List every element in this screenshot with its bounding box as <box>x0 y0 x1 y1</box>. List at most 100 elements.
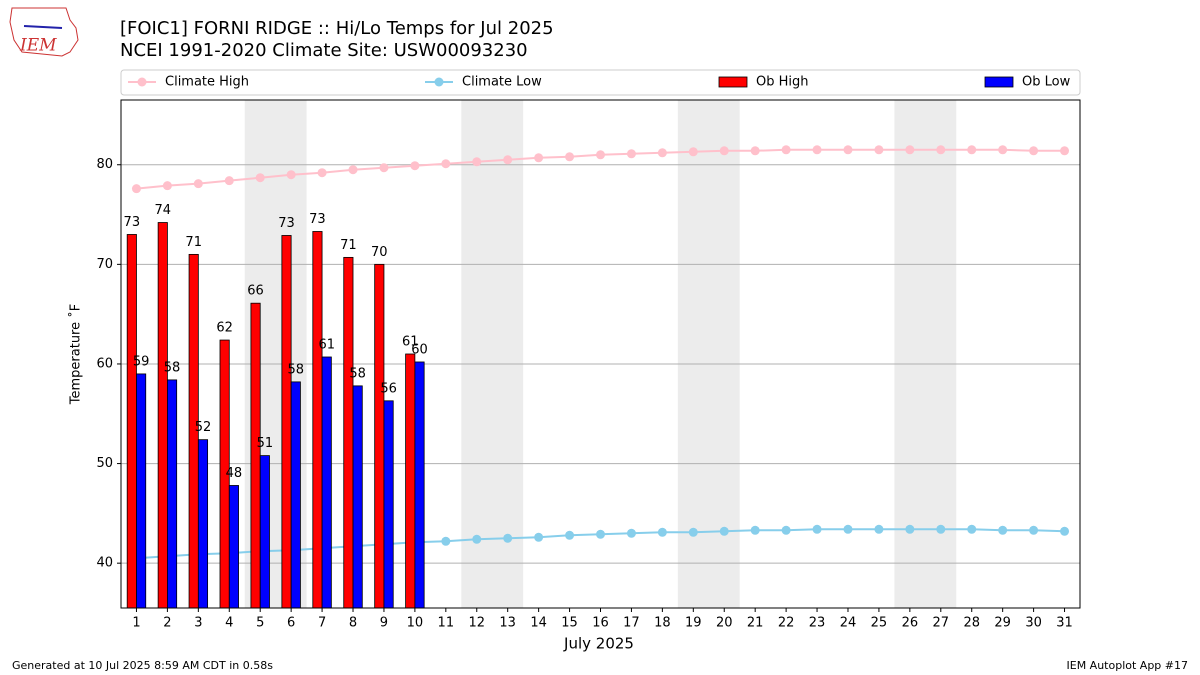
x-axis-label: July 2025 <box>563 635 634 653</box>
point <box>967 524 977 534</box>
data-label: 58 <box>349 366 366 381</box>
x-tick-label: 9 <box>380 616 388 631</box>
logo-outline <box>9 7 79 57</box>
point <box>534 153 544 163</box>
point <box>843 524 853 534</box>
data-label: 56 <box>380 381 397 396</box>
point <box>657 148 667 158</box>
bar <box>290 381 301 609</box>
point <box>688 147 698 157</box>
x-tick-label: 30 <box>1025 616 1042 631</box>
data-label: 71 <box>340 238 357 253</box>
point <box>441 159 451 169</box>
point <box>255 173 265 183</box>
point <box>162 181 172 191</box>
logo-line <box>23 25 63 29</box>
logo-text: IEM <box>19 36 57 56</box>
data-label: 60 <box>411 342 428 357</box>
x-tick-label: 5 <box>256 616 264 631</box>
x-tick-label: 10 <box>407 616 424 631</box>
x-tick-label: 21 <box>747 616 764 631</box>
point <box>565 152 575 162</box>
weekend-shade <box>461 100 524 608</box>
bar <box>157 222 168 609</box>
bar <box>167 379 178 609</box>
point <box>843 145 853 155</box>
x-tick-label: 1 <box>132 616 140 631</box>
bar <box>343 256 354 609</box>
point <box>905 145 915 155</box>
point <box>750 525 760 535</box>
point <box>348 165 358 175</box>
data-label: 61 <box>402 335 419 350</box>
x-tick-label: 17 <box>623 616 640 631</box>
bar <box>383 400 394 609</box>
bar <box>250 302 261 609</box>
point <box>688 527 698 537</box>
bar <box>136 373 147 609</box>
y-tick-label: 70 <box>96 257 113 272</box>
x-tick-label: 13 <box>499 616 516 631</box>
chart-subtitle: NCEI 1991-2020 Climate Site: USW00093230 <box>120 40 528 61</box>
point <box>224 176 234 186</box>
point <box>998 525 1008 535</box>
bar <box>352 385 363 609</box>
x-tick-label: 18 <box>654 616 671 631</box>
point <box>719 526 729 536</box>
x-tick-label: 26 <box>902 616 919 631</box>
point <box>596 529 605 539</box>
x-tick-label: 14 <box>530 616 547 631</box>
y-tick-label: 80 <box>96 157 113 172</box>
data-label: 58 <box>288 362 305 377</box>
y-tick-label: 50 <box>96 456 113 471</box>
data-label: 61 <box>318 337 335 352</box>
bar <box>228 485 239 609</box>
bar <box>281 235 292 609</box>
point <box>503 155 513 165</box>
x-tick-label: 3 <box>194 616 202 631</box>
x-tick-label: 12 <box>468 616 485 631</box>
bar <box>321 356 332 609</box>
data-label: 51 <box>257 436 274 451</box>
bar <box>312 231 323 609</box>
x-tick-label: 24 <box>840 616 857 631</box>
point <box>1060 526 1070 536</box>
point <box>936 145 946 155</box>
point <box>472 534 482 544</box>
data-label: 59 <box>133 354 150 369</box>
point <box>503 533 513 543</box>
point <box>565 530 575 540</box>
bar <box>197 439 209 609</box>
point <box>441 536 451 546</box>
point <box>874 524 884 534</box>
point <box>626 528 636 538</box>
x-tick-label: 19 <box>685 616 702 631</box>
footer-right: IEM Autoplot App #17 <box>1067 659 1189 672</box>
point <box>812 145 822 155</box>
x-tick-label: 23 <box>809 616 826 631</box>
legend-label: Climate High <box>165 75 249 90</box>
footer-left: Generated at 10 Jul 2025 8:59 AM CDT in … <box>12 659 273 672</box>
point <box>719 146 729 156</box>
point <box>781 525 791 535</box>
chart-title: [FOIC1] FORNI RIDGE :: Hi/Lo Temps for J… <box>120 18 554 39</box>
x-tick-label: 31 <box>1056 616 1073 631</box>
point <box>193 179 203 189</box>
data-label: 73 <box>124 215 141 230</box>
data-label: 48 <box>226 466 243 481</box>
x-tick-label: 22 <box>778 616 795 631</box>
point <box>905 524 915 534</box>
point <box>596 150 605 160</box>
point <box>534 532 544 542</box>
legend-swatch <box>718 76 748 88</box>
point <box>286 170 296 180</box>
point <box>626 149 636 159</box>
x-tick-label: 16 <box>592 616 609 631</box>
x-tick-label: 29 <box>994 616 1011 631</box>
x-tick-label: 15 <box>561 616 578 631</box>
bar <box>414 361 425 609</box>
x-tick-label: 6 <box>287 616 295 631</box>
weekend-shade <box>677 100 740 608</box>
